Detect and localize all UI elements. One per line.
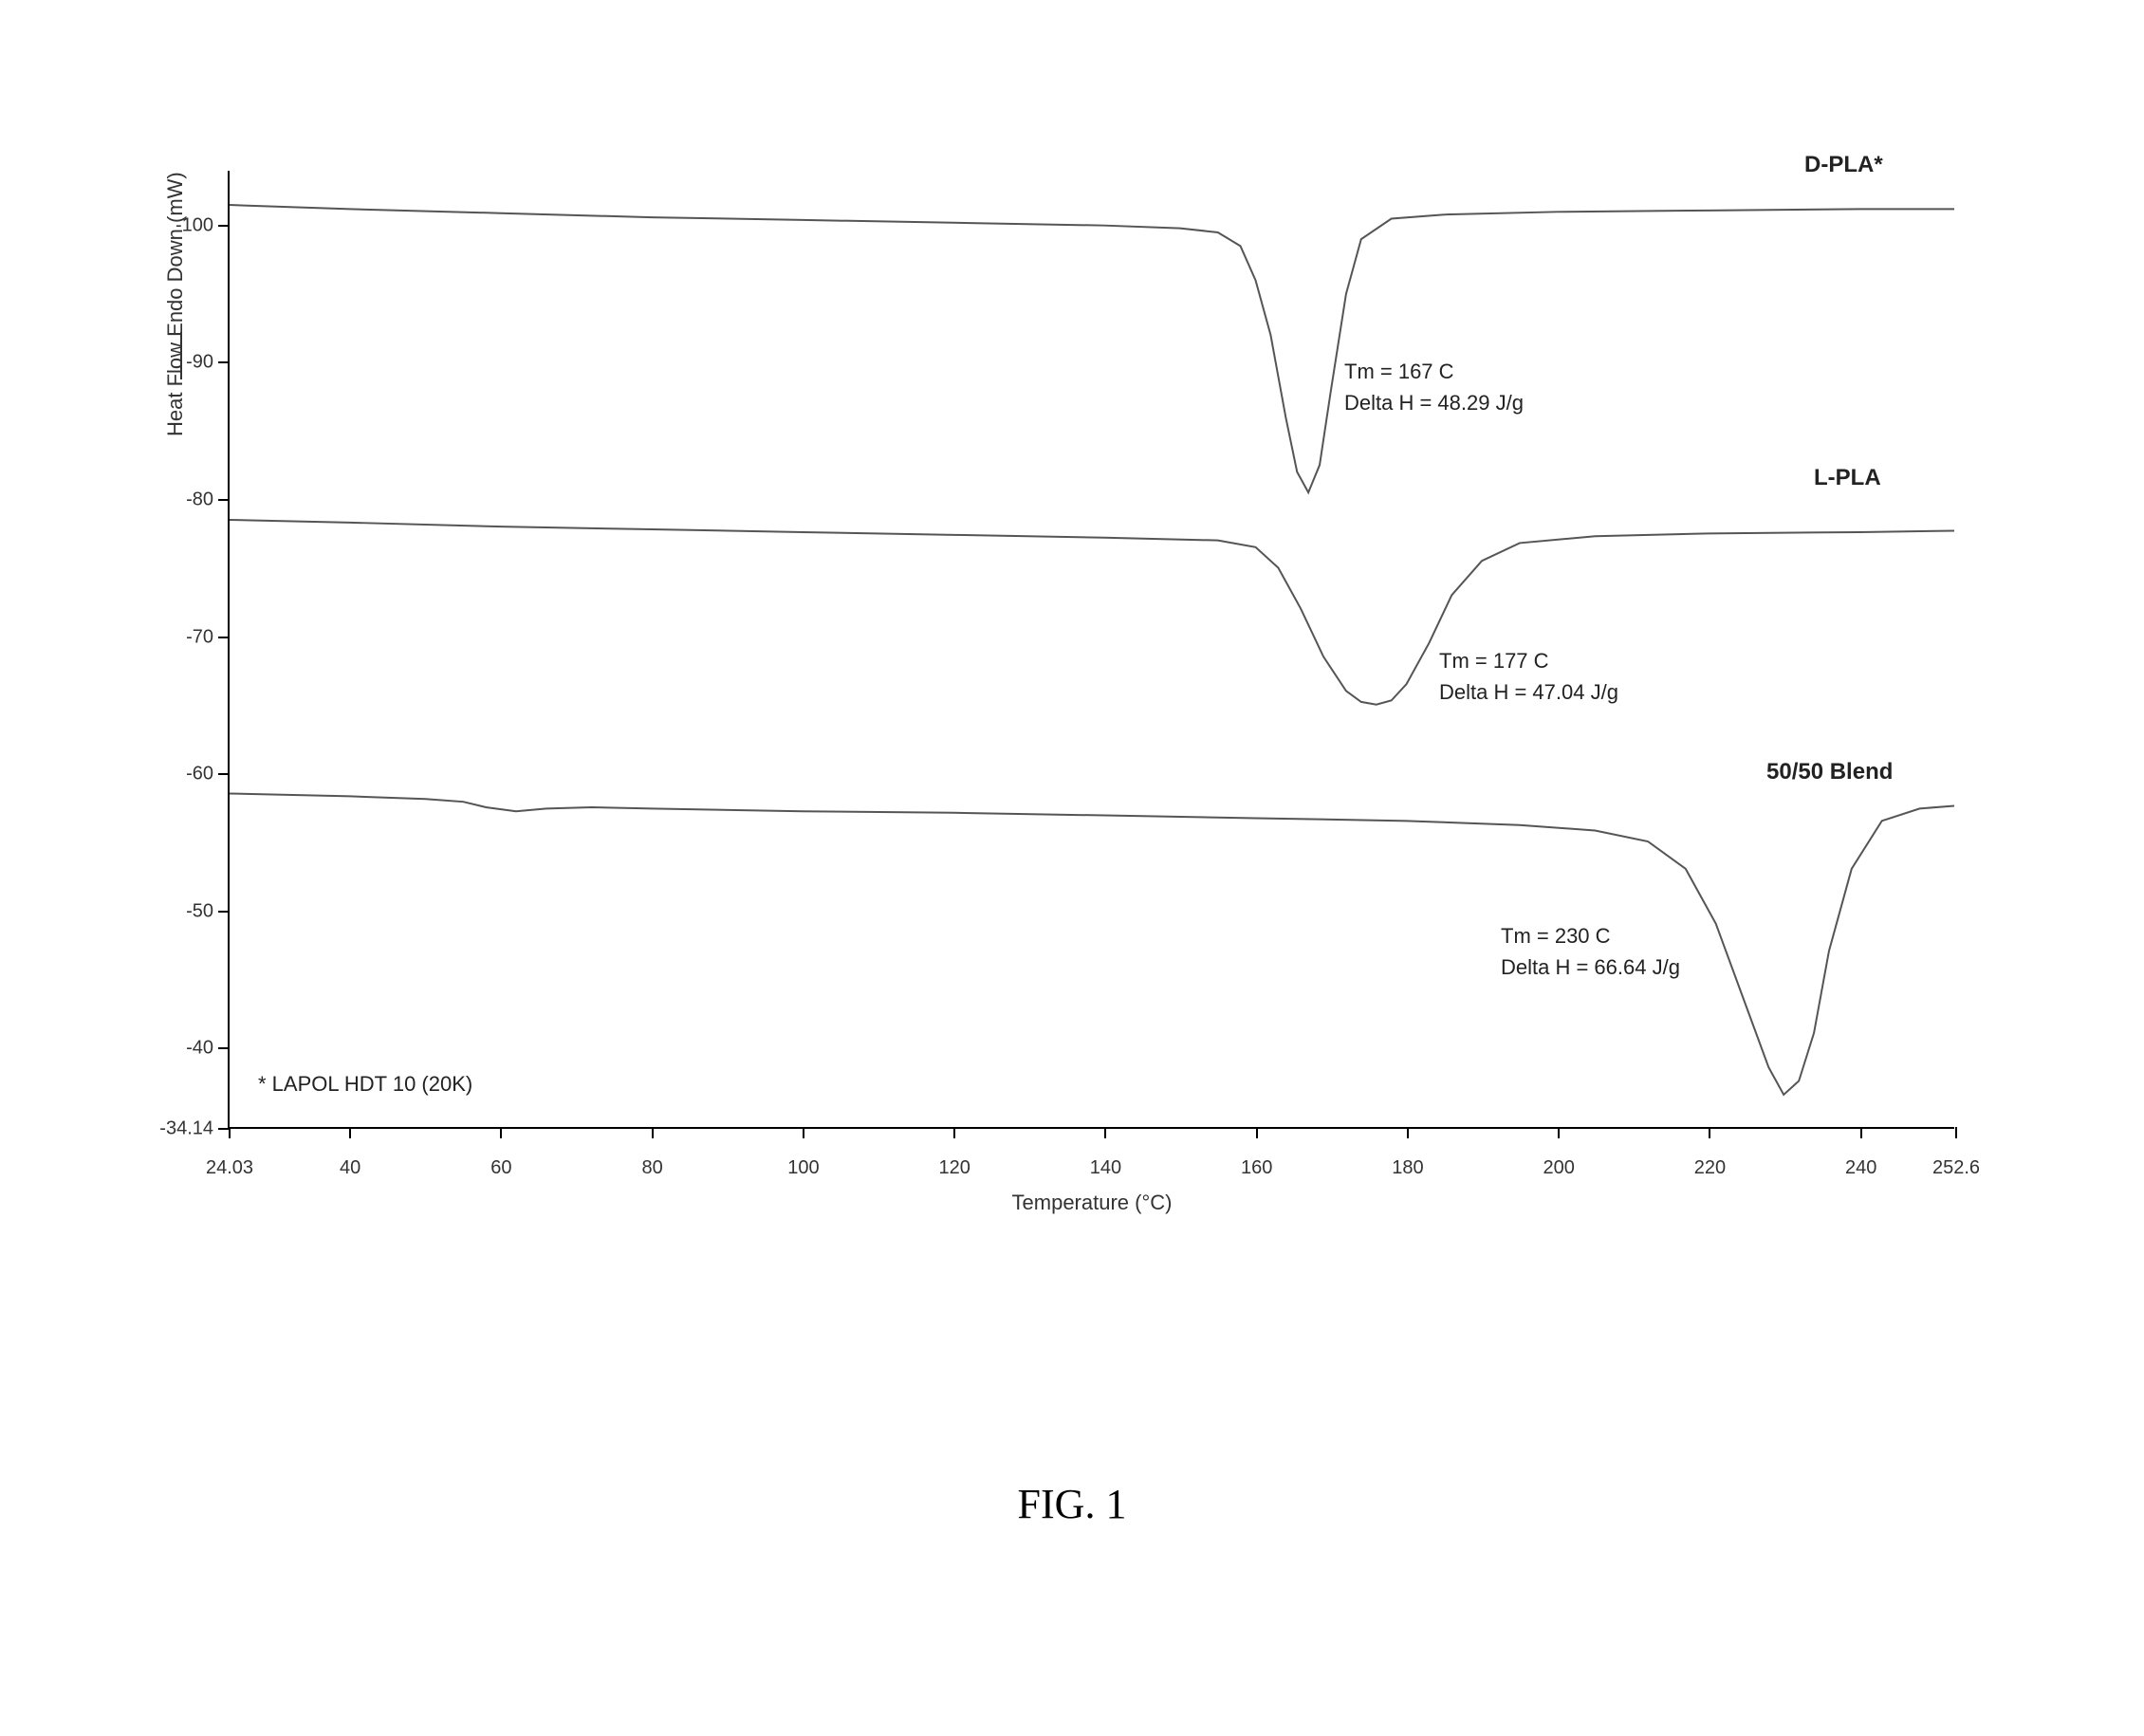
x-tick — [1558, 1127, 1560, 1138]
y-tick-label: -34.14 — [138, 1118, 213, 1140]
x-tick — [803, 1127, 804, 1138]
x-tick — [229, 1127, 231, 1138]
dsc-chart: -34.14-40-50-60-70-80-90-100 24.03406080… — [133, 152, 2011, 1214]
curve-lpla — [230, 520, 1954, 705]
y-tick — [218, 225, 230, 227]
blend-deltah: Delta H = 66.64 J/g — [1501, 951, 1680, 983]
dpla-tm: Tm = 167 C — [1344, 356, 1524, 387]
x-axis-title: Temperature (°C) — [1012, 1191, 1173, 1215]
blend-tm: Tm = 230 C — [1501, 920, 1680, 951]
annotation-dpla: Tm = 167 C Delta H = 48.29 J/g — [1344, 356, 1524, 418]
annotation-lpla: Tm = 177 C Delta H = 47.04 J/g — [1439, 645, 1618, 708]
x-tick — [652, 1127, 654, 1138]
x-tick-label: 80 — [615, 1157, 691, 1179]
x-tick-label: 180 — [1370, 1157, 1446, 1179]
x-tick-label: 40 — [312, 1157, 388, 1179]
y-axis-title: Heat Flow Endo Down (mW) — [163, 172, 188, 436]
x-tick — [1256, 1127, 1258, 1138]
x-tick-label: 240 — [1823, 1157, 1899, 1179]
x-tick — [1860, 1127, 1862, 1138]
y-tick — [218, 361, 230, 363]
x-tick — [1955, 1127, 1957, 1138]
x-tick — [1104, 1127, 1106, 1138]
y-tick-label: -70 — [138, 626, 213, 648]
x-tick — [500, 1127, 502, 1138]
y-tick — [218, 499, 230, 501]
series-label-blend: 50/50 Blend — [1766, 759, 1893, 785]
y-tick — [218, 911, 230, 913]
figure-caption: FIG. 1 — [1018, 1480, 1127, 1528]
x-tick-label: 120 — [916, 1157, 992, 1179]
plot-area: -34.14-40-50-60-70-80-90-100 24.03406080… — [228, 171, 1954, 1129]
x-tick-label: 24.03 — [192, 1157, 268, 1179]
y-axis-legend-line — [180, 332, 182, 379]
x-tick-label: 160 — [1219, 1157, 1295, 1179]
y-tick-label: -50 — [138, 900, 213, 922]
footnote: * LAPOL HDT 10 (20K) — [258, 1072, 472, 1097]
x-tick-label: 252.6 — [1918, 1157, 1994, 1179]
curves-svg — [230, 171, 1954, 1127]
x-tick-label: 200 — [1521, 1157, 1597, 1179]
annotation-blend: Tm = 230 C Delta H = 66.64 J/g — [1501, 920, 1680, 983]
x-tick-label: 100 — [766, 1157, 841, 1179]
lpla-tm: Tm = 177 C — [1439, 645, 1618, 676]
series-label-dpla: D-PLA* — [1804, 152, 1883, 178]
lpla-deltah: Delta H = 47.04 J/g — [1439, 676, 1618, 708]
curve-blend — [230, 793, 1954, 1094]
x-tick — [1709, 1127, 1710, 1138]
y-tick-label: -40 — [138, 1038, 213, 1060]
y-tick — [218, 773, 230, 775]
y-tick — [218, 637, 230, 638]
x-tick-label: 140 — [1067, 1157, 1143, 1179]
x-tick — [349, 1127, 351, 1138]
x-tick-label: 220 — [1672, 1157, 1747, 1179]
y-tick-label: -80 — [138, 489, 213, 510]
dpla-deltah: Delta H = 48.29 J/g — [1344, 387, 1524, 418]
y-tick-label: -60 — [138, 764, 213, 785]
x-tick — [1407, 1127, 1409, 1138]
x-tick — [953, 1127, 955, 1138]
series-label-lpla: L-PLA — [1814, 465, 1881, 491]
x-tick-label: 60 — [463, 1157, 539, 1179]
y-tick — [218, 1047, 230, 1049]
curve-dpla — [230, 205, 1954, 492]
